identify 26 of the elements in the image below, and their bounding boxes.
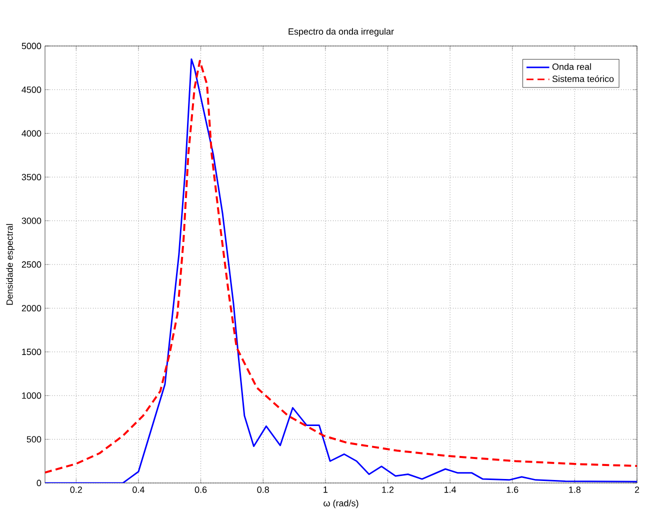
y-tick-label: 4500 [22, 86, 42, 93]
x-tick-label: 1.4 [444, 486, 456, 493]
x-tick-label: 1.2 [382, 486, 394, 493]
x-tick-label: 0.4 [132, 486, 144, 493]
y-tick-label: 5000 [22, 42, 42, 50]
x-tick-label: 0.6 [194, 486, 207, 493]
y-tick-label: 1000 [22, 392, 42, 399]
x-tick-label: 1 [324, 486, 328, 493]
legend-label: Sistema teórico [552, 75, 614, 82]
y-tick-label: 3000 [22, 218, 42, 224]
y-tick-label: 0 [36, 480, 42, 486]
chart-title: Espectro da onda irregular [288, 28, 394, 36]
x-tick-label: 2 [634, 486, 640, 493]
y-tick-label: 2000 [22, 304, 42, 312]
x-tick-label: 1.6 [506, 486, 518, 493]
y-tick-label: 4000 [22, 130, 42, 137]
y-tick-label: 1500 [22, 348, 42, 356]
x-tick-label: 1.8 [569, 486, 581, 493]
y-tick-label: 3500 [22, 174, 42, 180]
x-tick-label: 0.8 [257, 486, 269, 493]
x-axis-title: ω (rad/s) [324, 500, 358, 508]
legend-label: Onda real [552, 63, 591, 70]
x-tick-label: 0.2 [70, 486, 82, 493]
y-tick-label: 2500 [22, 261, 42, 268]
y-axis-title: Densidade espectral [6, 224, 15, 305]
y-tick-label: 500 [26, 436, 42, 442]
